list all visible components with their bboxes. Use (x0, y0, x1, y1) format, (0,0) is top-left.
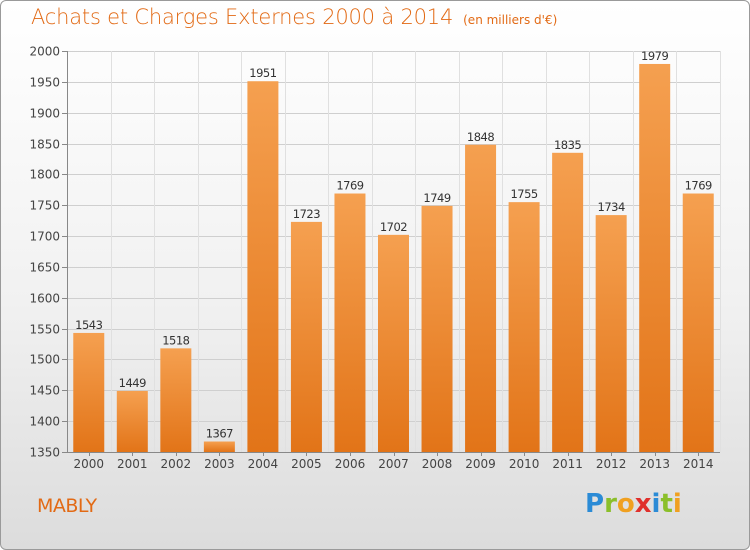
data-labels: 1543 1449 1518 1367 1951 1723 1769 1702 1749 1848… (75, 49, 712, 441)
x-tick-label: 2001 (117, 457, 148, 471)
y-tick-label: 1400 (29, 415, 60, 429)
x-tick-label: 2010 (509, 457, 540, 471)
x-tick-label: 2009 (465, 457, 496, 471)
data-label: 1835 (554, 138, 581, 152)
logo-letter: i (651, 489, 661, 519)
chart-title: Achats et Charges Externes 2000 à 2014 (31, 5, 454, 29)
x-tick-label: 2000 (73, 457, 104, 471)
bar (378, 234, 409, 452)
city-label: MABLY (37, 495, 97, 517)
bar (73, 332, 105, 452)
bar (421, 205, 453, 452)
y-tick-label: 1800 (29, 168, 60, 182)
y-tick-label: 1650 (29, 261, 60, 275)
logo-letter: i (672, 489, 682, 519)
data-label: 1734 (598, 200, 625, 214)
data-label: 1749 (423, 191, 450, 205)
bar (682, 193, 714, 453)
logo-letter: P (585, 489, 605, 519)
logo-letter: t (660, 489, 673, 519)
data-label: 1755 (510, 187, 537, 201)
bar (160, 348, 192, 452)
x-tick-label: 2003 (204, 457, 235, 471)
x-tick-label: 2008 (422, 457, 453, 471)
y-tick-label: 1700 (29, 230, 60, 244)
chart-subtitle: (en milliers d'€) (463, 13, 558, 27)
data-label: 1723 (293, 207, 320, 221)
y-tick-label: 1500 (29, 353, 60, 367)
bar (595, 215, 627, 452)
y-tick-label: 1750 (29, 199, 60, 213)
bar (552, 152, 584, 453)
y-tick-label: 1950 (29, 76, 60, 90)
data-label: 1367 (206, 427, 233, 441)
data-label: 1702 (380, 220, 407, 234)
bar (247, 81, 279, 452)
data-label: 1769 (685, 179, 712, 193)
x-tick-label: 2011 (552, 457, 583, 471)
bar (508, 202, 540, 452)
x-tick-label: 2002 (161, 457, 192, 471)
y-tick-label: 1900 (29, 107, 60, 121)
bar (203, 441, 235, 452)
x-tick-label: 2005 (291, 457, 322, 471)
data-label: 1979 (641, 49, 668, 63)
bars (73, 63, 714, 453)
x-tick-label: 2007 (378, 457, 409, 471)
bar (639, 63, 671, 452)
logo-letter: o (616, 489, 635, 519)
y-tick-label: 1350 (29, 446, 60, 460)
x-tick-label: 2012 (596, 457, 627, 471)
x-tick-label: 2014 (683, 457, 714, 471)
data-label: 1543 (75, 318, 102, 332)
data-label: 1951 (249, 66, 276, 80)
y-tick-label: 1850 (29, 138, 60, 152)
bar (465, 144, 497, 452)
data-label: 1518 (162, 333, 189, 347)
bar (334, 193, 366, 453)
data-label: 1449 (119, 376, 146, 390)
data-label: 1848 (467, 130, 494, 144)
logo-letter: r (604, 489, 617, 519)
x-tick-label: 2013 (639, 457, 670, 471)
axes: 1350 1400 1450 1500 1550 1600 1650 1700 1750 1800… (29, 45, 720, 471)
bar (290, 221, 322, 452)
y-tick-label: 1550 (29, 323, 60, 337)
x-tick-label: 2004 (248, 457, 279, 471)
bar (116, 390, 148, 452)
logo-letter: x (634, 489, 652, 519)
data-label: 1769 (336, 179, 363, 193)
proxiti-logo: Proxiti (585, 489, 682, 519)
title-row: Achats et Charges Externes 2000 à 2014 (… (31, 5, 557, 29)
y-tick-label: 2000 (29, 45, 60, 59)
x-tick-label: 2006 (335, 457, 366, 471)
y-tick-label: 1600 (29, 292, 60, 306)
y-tick-label: 1450 (29, 384, 60, 398)
